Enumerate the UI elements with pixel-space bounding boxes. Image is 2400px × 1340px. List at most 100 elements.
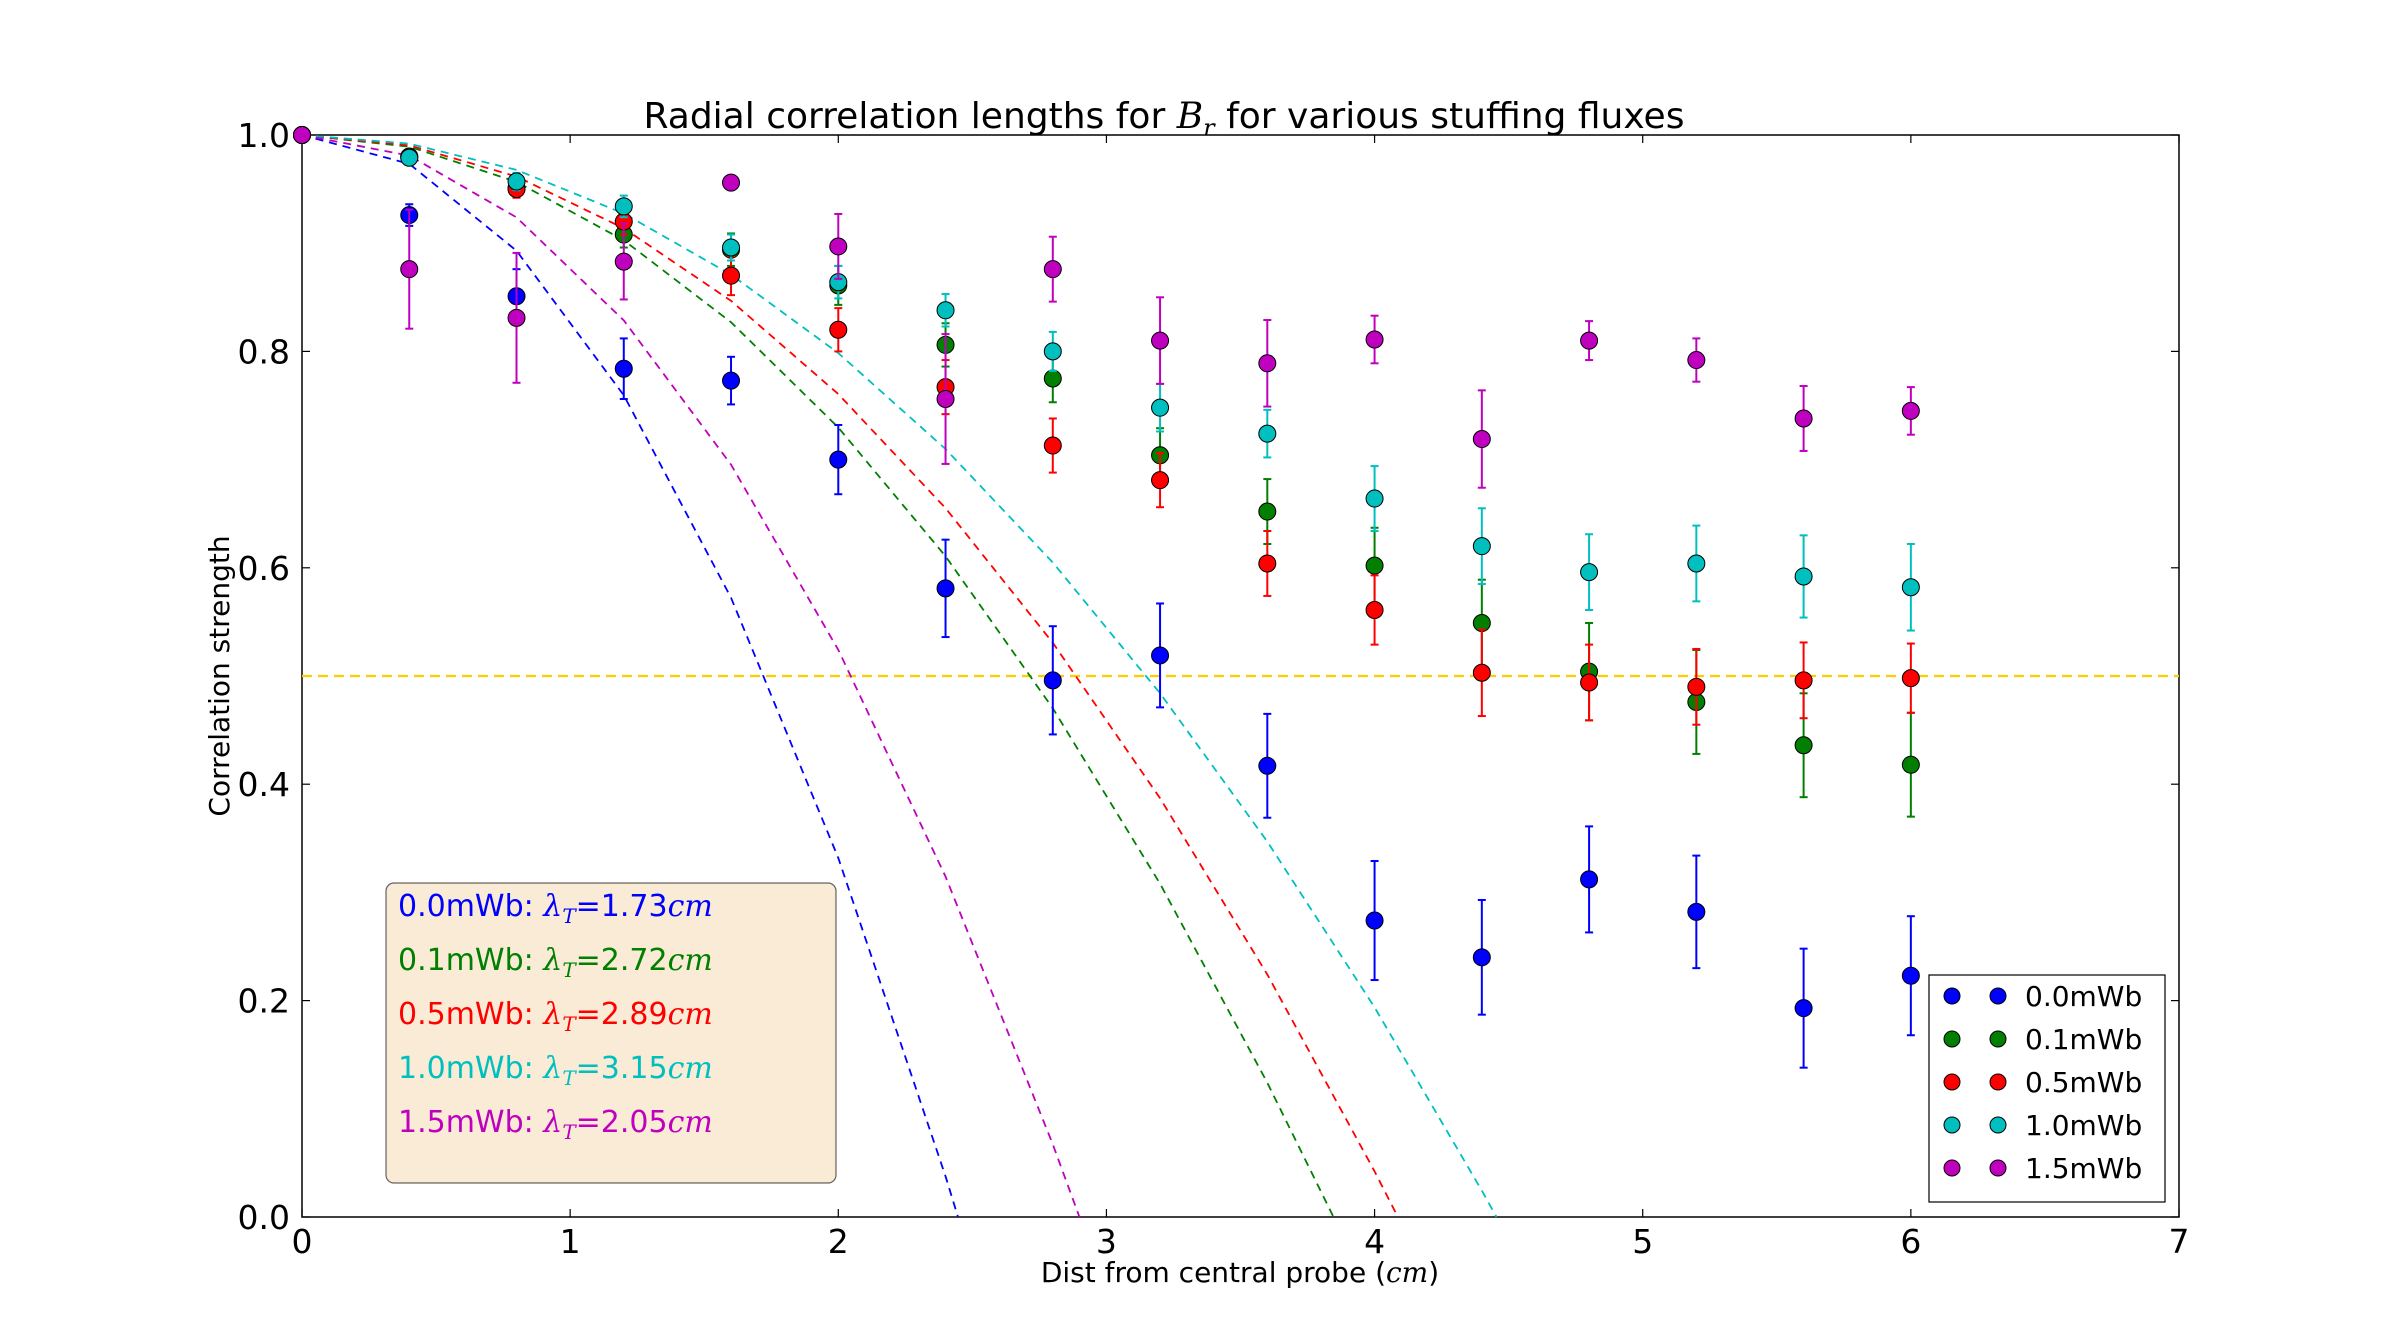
- data-point: [293, 126, 311, 144]
- data-points: [293, 126, 1920, 1069]
- data-point: [1472, 537, 1491, 556]
- data-point: [1365, 911, 1384, 930]
- data-point: [1258, 756, 1277, 775]
- data-point: [400, 260, 419, 279]
- legend: 0.0mWb 0.1mWb 0.5mWb 1.0mWb 1.5mWb: [1943, 980, 2142, 1185]
- x-tick-label: 5: [1632, 1222, 1653, 1261]
- data-point: [1043, 369, 1062, 388]
- data-point: [1365, 556, 1384, 575]
- data-point: [614, 359, 633, 378]
- lambda-annotation-0.5mWb: 0.5mWb: λT=2.89cm: [398, 997, 713, 1036]
- data-point: [1365, 600, 1384, 619]
- x-tick-label: 1: [560, 1222, 581, 1261]
- legend-label: 1.5mWb: [2025, 1152, 2142, 1185]
- legend-marker: [1943, 987, 1961, 1005]
- legend-label: 1.0mWb: [2025, 1109, 2142, 1142]
- legend-marker: [1943, 1030, 1961, 1048]
- x-tick-label: 0: [292, 1222, 313, 1261]
- data-point: [1901, 669, 1920, 688]
- x-tick-label: 3: [1096, 1222, 1117, 1261]
- data-point: [1687, 351, 1706, 370]
- data-point: [1258, 354, 1277, 373]
- data-point: [507, 308, 526, 327]
- y-tick-label: 0.2: [238, 982, 290, 1021]
- legend-marker: [1989, 1116, 2007, 1134]
- data-point: [1687, 554, 1706, 573]
- axis-ticks: [301, 134, 2180, 1218]
- data-point: [1151, 646, 1170, 665]
- data-point: [1901, 578, 1920, 597]
- data-point: [1687, 677, 1706, 696]
- lambda-annotation-1.5mWb: 1.5mWb: λT=2.05cm: [398, 1105, 713, 1144]
- legend-marker: [1943, 1073, 1961, 1091]
- data-point: [1258, 424, 1277, 443]
- legend-label: 0.0mWb: [2025, 980, 2142, 1013]
- y-tick-label: 0.0: [238, 1198, 290, 1237]
- legend-marker: [1943, 1116, 1961, 1134]
- data-point: [829, 237, 848, 256]
- legend-marker: [1989, 1030, 2007, 1048]
- fit-curve-0.5mWb: [301, 134, 1399, 1218]
- data-point: [722, 238, 741, 257]
- data-point: [1151, 398, 1170, 417]
- x-tick-label: 4: [1364, 1222, 1385, 1261]
- data-point: [829, 320, 848, 339]
- data-point: [507, 172, 526, 191]
- legend-marker: [1989, 987, 2007, 1005]
- y-tick-label: 0.8: [238, 332, 290, 371]
- data-point: [1794, 671, 1813, 690]
- y-tick-label: 0.6: [238, 549, 290, 588]
- data-point: [1794, 999, 1813, 1018]
- data-point: [1794, 736, 1813, 755]
- lambda-annotation-0.1mWb: 0.1mWb: λT=2.72cm: [398, 943, 713, 982]
- y-axis-label: Correlation strength: [203, 535, 236, 816]
- data-point: [1901, 966, 1920, 985]
- y-tick-label: 1.0: [238, 116, 290, 155]
- data-point: [1794, 567, 1813, 586]
- data-point: [722, 266, 741, 285]
- fit-curve-0.1mWb: [301, 134, 1335, 1218]
- data-point: [936, 579, 955, 598]
- x-axis-label: Dist from central probe (cm): [1041, 1256, 1439, 1289]
- data-point: [1472, 663, 1491, 682]
- data-point: [1687, 902, 1706, 921]
- data-point: [1580, 331, 1599, 350]
- legend-marker: [1989, 1073, 2007, 1091]
- data-point: [1472, 430, 1491, 449]
- data-point: [1580, 673, 1599, 692]
- data-point: [936, 390, 955, 409]
- legend-label: 0.1mWb: [2025, 1023, 2142, 1056]
- data-point: [1365, 489, 1384, 508]
- legend-box: [1928, 974, 2166, 1203]
- data-point: [614, 197, 633, 216]
- data-point: [1472, 948, 1491, 967]
- data-point: [1258, 502, 1277, 521]
- data-point: [1151, 471, 1170, 490]
- axis-tick-labels: 0 1 2 3 4 5 6 7 0.0 0.2 0.4 0.6 0.8 1.0: [238, 116, 2190, 1261]
- fit-curve-0.0mWb: [301, 134, 959, 1218]
- legend-marker: [1943, 1159, 1961, 1177]
- data-point: [1043, 671, 1062, 690]
- lambda-annotation-0.0mWb: 0.0mWb: λT=1.73cm: [398, 889, 713, 928]
- data-point: [1365, 330, 1384, 349]
- data-point: [722, 371, 741, 390]
- x-tick-label: 6: [1900, 1222, 1921, 1261]
- x-tick-label: 7: [2169, 1222, 2190, 1261]
- data-point: [1151, 331, 1170, 350]
- data-point: [1794, 409, 1813, 428]
- data-point: [829, 450, 848, 469]
- data-point: [1901, 755, 1920, 774]
- data-point: [1043, 436, 1062, 455]
- data-point: [1901, 401, 1920, 420]
- y-tick-label: 0.4: [238, 765, 290, 804]
- data-point: [1043, 260, 1062, 279]
- data-point: [614, 252, 633, 271]
- lambda-annotation-list: 0.0mWb: λT=1.73cm 0.1mWb: λT=2.72cm 0.5mWb…: [398, 889, 713, 1144]
- lambda-annotation-1.0mWb: 1.0mWb: λT=3.15cm: [398, 1051, 713, 1090]
- data-point: [1580, 870, 1599, 889]
- data-point: [936, 301, 955, 320]
- data-point: [400, 148, 419, 167]
- data-point: [1258, 554, 1277, 573]
- fit-curve-1.5mWb: [301, 134, 1081, 1218]
